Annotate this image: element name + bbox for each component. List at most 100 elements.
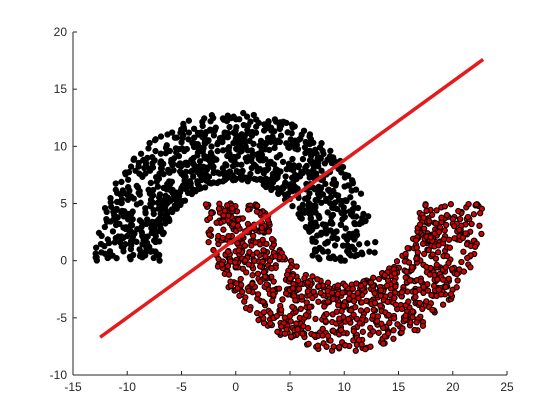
half-moon-cluster-2 (202, 200, 485, 354)
data-point (390, 335, 397, 342)
data-point (134, 225, 141, 233)
data-point (271, 144, 278, 152)
data-point (185, 117, 193, 124)
data-point (254, 291, 262, 298)
data-point (442, 283, 449, 291)
data-point (255, 155, 262, 163)
data-point (323, 195, 330, 203)
data-point (306, 147, 313, 155)
data-point (294, 185, 301, 192)
plot-area (92, 58, 485, 354)
data-point (234, 222, 242, 229)
data-point (185, 129, 193, 136)
data-point (385, 311, 392, 319)
data-point (478, 230, 485, 238)
data-point (295, 162, 303, 169)
data-point (460, 248, 467, 255)
data-point (105, 253, 112, 261)
data-point (412, 237, 420, 244)
data-point (262, 156, 269, 163)
data-point (473, 201, 480, 208)
data-point (430, 282, 438, 289)
data-point (476, 222, 483, 229)
data-point (451, 223, 458, 230)
data-point (438, 214, 445, 221)
data-point (425, 218, 433, 225)
data-point (342, 282, 349, 289)
data-point (371, 249, 378, 256)
data-point (420, 225, 428, 232)
data-point (329, 180, 336, 187)
data-point (310, 208, 317, 215)
data-point (120, 213, 127, 220)
data-point (288, 130, 295, 137)
data-point (422, 201, 429, 209)
data-point (356, 220, 363, 228)
data-point (324, 279, 332, 286)
x-tick-label: -10 (119, 380, 137, 394)
data-point (234, 240, 241, 247)
data-point (215, 255, 222, 263)
data-point (223, 132, 231, 139)
data-point (337, 254, 344, 261)
data-point (336, 315, 343, 322)
data-point (347, 307, 355, 314)
data-point (154, 199, 161, 206)
data-point (258, 176, 265, 184)
data-point (462, 230, 469, 237)
data-point (241, 298, 248, 305)
data-point (313, 158, 320, 165)
data-point (268, 186, 275, 194)
data-point (199, 134, 206, 141)
data-point (293, 320, 300, 327)
x-tick-label: 25 (500, 380, 514, 394)
data-point (146, 139, 153, 147)
data-point (358, 299, 365, 306)
data-point (224, 146, 231, 153)
data-point (319, 147, 326, 154)
data-point (443, 252, 451, 260)
data-point (278, 323, 285, 330)
data-point (242, 154, 250, 162)
data-point (323, 310, 330, 318)
data-point (306, 190, 313, 197)
data-point (154, 183, 162, 190)
data-point (391, 315, 398, 322)
data-point (453, 284, 460, 291)
data-point (412, 293, 419, 301)
data-point (260, 247, 267, 254)
data-point (278, 306, 285, 313)
data-point (136, 191, 143, 198)
data-point (306, 133, 313, 140)
data-point (267, 158, 274, 165)
data-point (318, 246, 325, 253)
x-tick-label: -5 (176, 380, 187, 394)
data-point (334, 282, 342, 289)
data-point (266, 181, 273, 188)
data-point (270, 278, 277, 285)
data-point (168, 156, 175, 164)
data-point (190, 173, 197, 180)
data-point (249, 272, 256, 279)
data-point (318, 229, 325, 236)
data-point (304, 225, 312, 233)
data-point (345, 316, 352, 323)
data-point (362, 345, 369, 353)
data-point (101, 204, 109, 212)
data-point (162, 217, 169, 224)
data-point (420, 214, 427, 222)
data-point (440, 236, 448, 243)
data-point (235, 216, 242, 223)
data-point (464, 213, 472, 221)
data-point (413, 244, 420, 251)
data-point (150, 237, 158, 244)
data-point (263, 139, 270, 146)
data-point (355, 294, 362, 302)
data-point (370, 274, 377, 281)
data-point (304, 288, 311, 295)
data-point (381, 272, 389, 279)
data-point (244, 147, 251, 154)
data-point (130, 195, 137, 202)
